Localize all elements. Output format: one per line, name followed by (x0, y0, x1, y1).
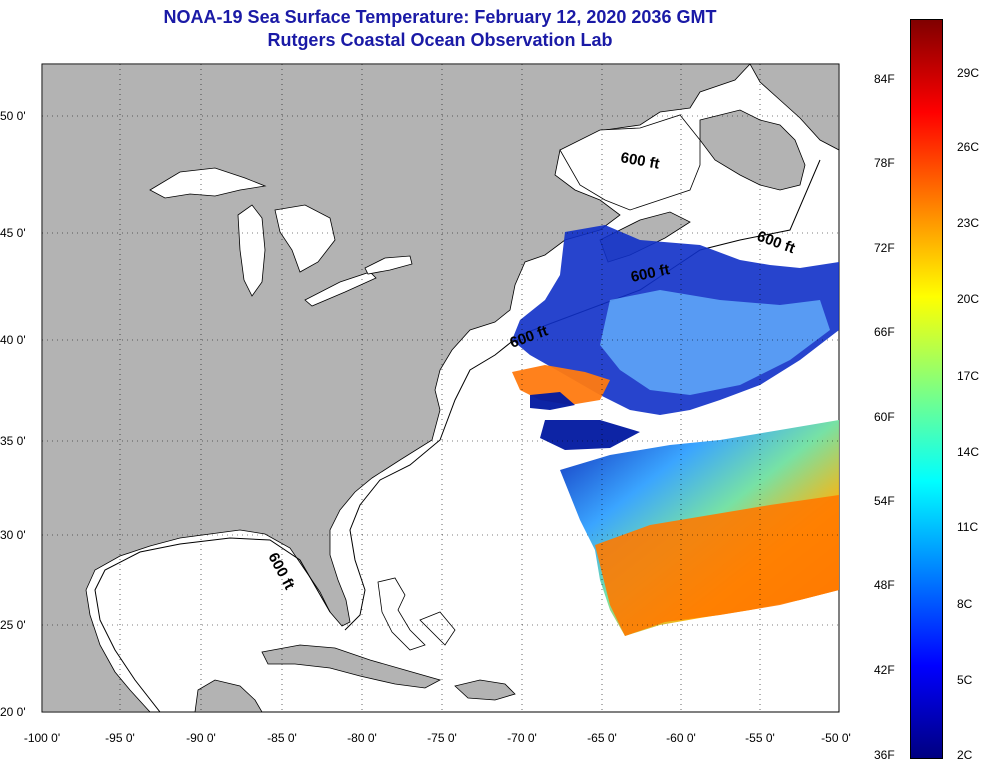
sst-swath-south-warm (595, 495, 839, 636)
colorbar-f-label: 78F (874, 156, 895, 170)
lon-label: -90 0' (186, 731, 216, 745)
land-north-america (42, 64, 751, 712)
lake-michigan (237, 204, 266, 297)
lat-label: 35 0' (0, 434, 26, 448)
lat-label: 50 0' (0, 109, 26, 123)
gulf-st-lawrence (559, 114, 701, 211)
colorbar-c-label: 8C (957, 597, 973, 611)
colorbar-c-label: 17C (957, 369, 980, 383)
lon-label: -80 0' (347, 731, 377, 745)
lon-label: -50 0' (821, 731, 851, 745)
colorbar-c-label: 29C (957, 66, 980, 80)
temperature-colorbar (910, 19, 943, 759)
map-subtitle: Rutgers Coastal Ocean Observation Lab (267, 30, 613, 50)
colorbar-c-label: 20C (957, 292, 980, 306)
lon-label: -70 0' (507, 731, 537, 745)
colorbar-c-label: 11C (957, 520, 979, 534)
lake-huron (274, 204, 336, 273)
land-labrador (749, 64, 839, 151)
lat-label: 40 0' (0, 333, 26, 347)
lon-label: -85 0' (267, 731, 297, 745)
lon-label: -100 0' (24, 731, 60, 745)
lat-label: 30 0' (0, 528, 26, 542)
contour-label-600ft: 600 ft (619, 149, 661, 173)
lon-label: -95 0' (105, 731, 135, 745)
lake-erie (304, 271, 377, 307)
colorbar-c-label: 26C (957, 140, 980, 154)
colorbar-c-label: 5C (957, 673, 973, 687)
lake-superior (149, 167, 267, 199)
grid-lines (42, 64, 839, 712)
land-cuba (261, 644, 442, 689)
lat-label: 20 0' (0, 705, 26, 719)
colorbar-f-label: 54F (874, 494, 895, 508)
lon-label: -65 0' (587, 731, 617, 745)
sst-cold-patch (530, 392, 640, 450)
land-hispaniola (454, 679, 516, 701)
colorbar-f-label: 84F (874, 72, 895, 86)
colorbar-f-label: 42F (874, 663, 895, 677)
colorbar-c-label: 14C (957, 445, 980, 459)
colorbar-f-label: 36F (874, 748, 895, 762)
lat-label: 25 0' (0, 618, 26, 632)
colorbar-c-label: 2C (957, 748, 973, 762)
colorbar-c-label: 23C (957, 216, 980, 230)
map-title: NOAA-19 Sea Surface Temperature: Februar… (163, 7, 717, 27)
bahamas-banks (377, 577, 456, 651)
colorbar-f-label: 66F (874, 325, 895, 339)
lon-label: -60 0' (666, 731, 696, 745)
colorbar-f-label: 72F (874, 241, 895, 255)
lake-ontario (364, 255, 413, 275)
land-yucatan (194, 679, 263, 712)
lat-label: 45 0' (0, 226, 26, 240)
lon-label: -55 0' (745, 731, 775, 745)
sst-swath-north-light (600, 290, 830, 395)
lon-label: -75 0' (427, 731, 457, 745)
colorbar-f-label: 48F (874, 578, 895, 592)
colorbar-f-label: 60F (874, 410, 895, 424)
